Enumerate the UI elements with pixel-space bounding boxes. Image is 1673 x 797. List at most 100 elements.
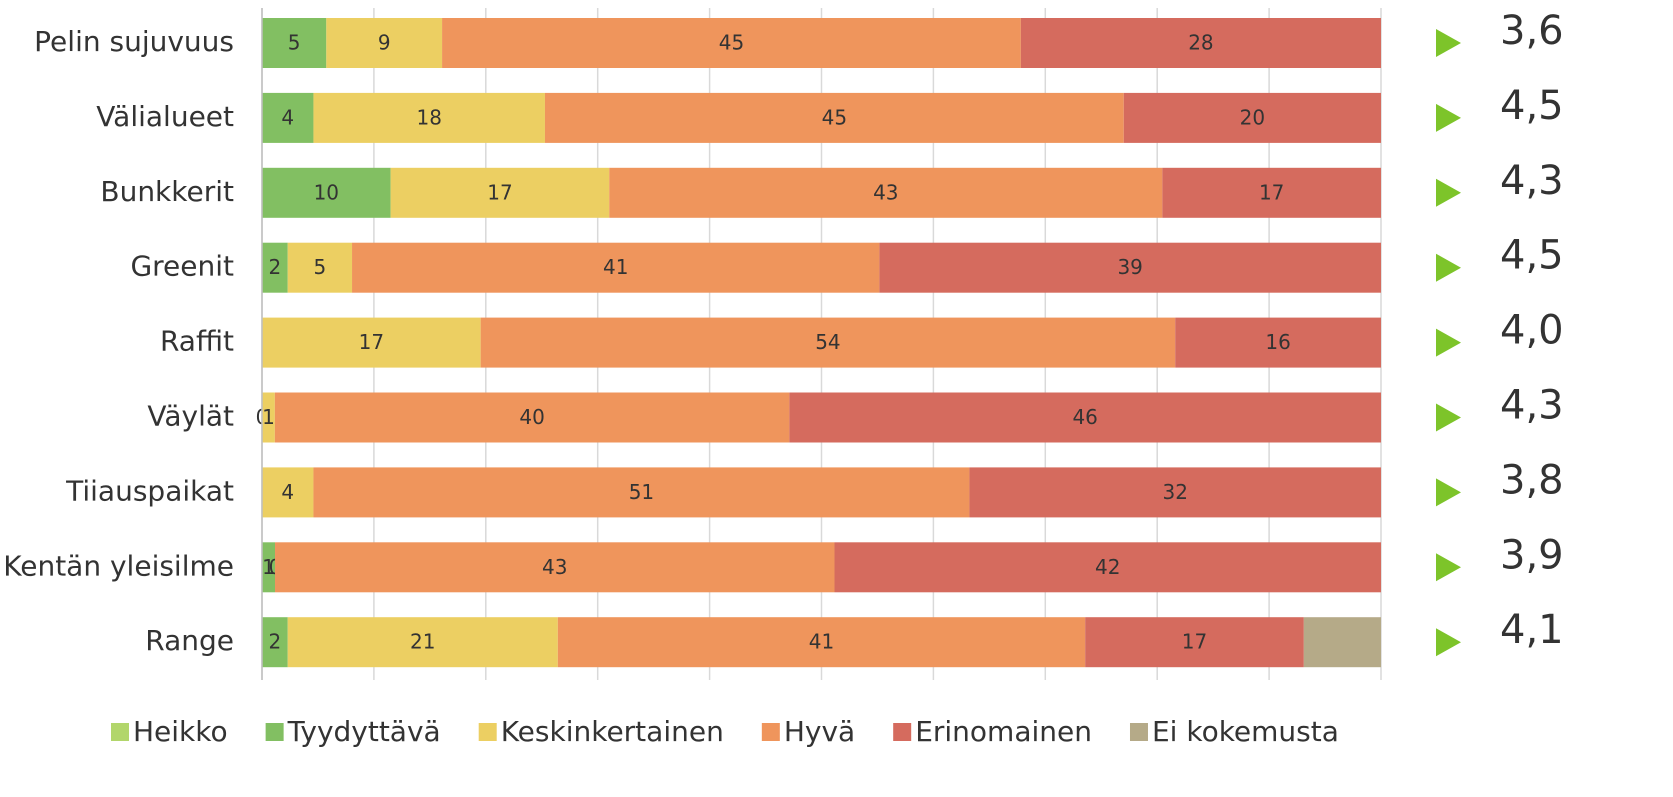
bar-segment	[287, 242, 353, 293]
bar-segment	[262, 392, 275, 443]
segment-label: 17	[1182, 630, 1207, 654]
bar-segment	[313, 467, 970, 518]
category-label: Välialueet	[96, 100, 234, 133]
score-annotation: 4,5	[1500, 233, 1564, 279]
score-annotation: 4,3	[1500, 383, 1564, 429]
category-label: Väylät	[147, 400, 234, 433]
bar-segment	[1175, 317, 1381, 368]
score-marker	[1436, 29, 1461, 57]
segment-label: 5	[288, 31, 301, 55]
segment-label: 2	[268, 630, 281, 654]
bar-segment	[262, 542, 276, 593]
segment-label: 16	[1265, 330, 1290, 354]
segment-label: 5	[314, 255, 327, 279]
score-marker	[1436, 403, 1461, 432]
segment-label: 28	[1188, 31, 1213, 55]
score-annotation: 4,1	[1500, 607, 1564, 653]
segment-label: 43	[873, 180, 898, 204]
bar-segment	[1303, 617, 1381, 668]
bar-segment	[274, 392, 790, 443]
category-label: Kentän yleisilme	[3, 549, 234, 582]
segment-label: 42	[1095, 555, 1120, 579]
segment-label: 39	[1117, 255, 1142, 279]
bar-segment	[1123, 92, 1381, 143]
bar-segment	[390, 167, 610, 218]
score-marker	[1436, 328, 1461, 357]
legend-swatch	[893, 723, 912, 741]
category-label: Tiiauspaikat	[65, 474, 234, 507]
category-label: Range	[145, 624, 234, 657]
bar-segment	[287, 617, 558, 668]
segment-label: 41	[809, 630, 834, 654]
bar-segment	[789, 392, 1381, 443]
score-annotation: 4,0	[1500, 308, 1564, 354]
segment-label: 17	[1259, 180, 1284, 204]
bar-segment	[969, 467, 1381, 518]
segment-label: 10	[314, 180, 339, 204]
bar-segment	[544, 92, 1124, 143]
segment-label: 18	[416, 105, 441, 129]
segment-label: 43	[542, 555, 567, 579]
segment-label: 54	[815, 330, 840, 354]
score-marker	[1436, 478, 1461, 507]
segment-label: 2	[268, 255, 281, 279]
segment-label: 17	[487, 180, 512, 204]
bar-segment	[879, 242, 1381, 293]
legend-label: Hyvä	[784, 715, 855, 748]
bar-segment	[1085, 617, 1304, 668]
legend-swatch	[761, 723, 780, 741]
bar-segment	[262, 18, 327, 68]
segment-label: 17	[359, 330, 384, 354]
bar-segment	[609, 167, 1163, 218]
bar-segment	[834, 542, 1381, 593]
segment-label: 1	[262, 405, 275, 429]
segment-label: 45	[822, 105, 847, 129]
score-marker	[1436, 553, 1461, 582]
legend-label: Ei kokemusta	[1152, 715, 1339, 748]
segment-label: 4	[281, 480, 294, 504]
bar-segment	[352, 242, 880, 293]
bar-segment	[262, 242, 288, 293]
score-marker	[1436, 253, 1461, 282]
legend-swatch	[265, 723, 284, 741]
score-marker	[1436, 628, 1461, 657]
segment-label: 51	[629, 480, 654, 504]
legend-swatch	[111, 723, 129, 741]
legend-label: Keskinkertainen	[501, 715, 724, 748]
segment-label: 1	[262, 555, 275, 579]
category-label: Raffit	[160, 325, 234, 358]
segment-label: 32	[1162, 480, 1187, 504]
segment-label: 9	[378, 31, 391, 55]
category-label: Bunkkerit	[100, 175, 234, 208]
score-annotation: 3,9	[1500, 532, 1564, 578]
score-annotation: 4,5	[1500, 83, 1564, 129]
bar-segment	[1020, 18, 1381, 68]
legend-swatch	[478, 723, 497, 741]
score-annotation: 3,6	[1500, 8, 1564, 54]
bar-segment	[275, 542, 835, 593]
segment-label: 40	[519, 405, 544, 429]
bar-segment	[326, 18, 443, 68]
category-label: Greenit	[130, 250, 234, 283]
bar-segment	[262, 467, 314, 518]
score-annotation: 3,8	[1500, 457, 1564, 503]
score-marker	[1436, 103, 1461, 132]
legend-label: Tyydyttävä	[287, 715, 441, 748]
segment-label: 45	[719, 31, 744, 55]
segment-label: 46	[1072, 405, 1097, 429]
bar-segment	[262, 317, 481, 368]
bar-segment	[480, 317, 1176, 368]
segment-label: 41	[603, 255, 628, 279]
bar-segment	[262, 92, 314, 143]
score-marker	[1436, 178, 1461, 207]
bar-segment	[557, 617, 1086, 668]
bar-segment	[313, 92, 545, 143]
bar-segment	[262, 167, 391, 218]
bar-segment	[1162, 167, 1381, 218]
bar-segment	[262, 617, 288, 668]
segment-label: 21	[410, 630, 435, 654]
legend-swatch	[1129, 723, 1148, 741]
category-label: Pelin sujuvuus	[34, 25, 234, 58]
bar-segment	[442, 18, 1021, 68]
legend-label: Heikko	[133, 715, 228, 748]
